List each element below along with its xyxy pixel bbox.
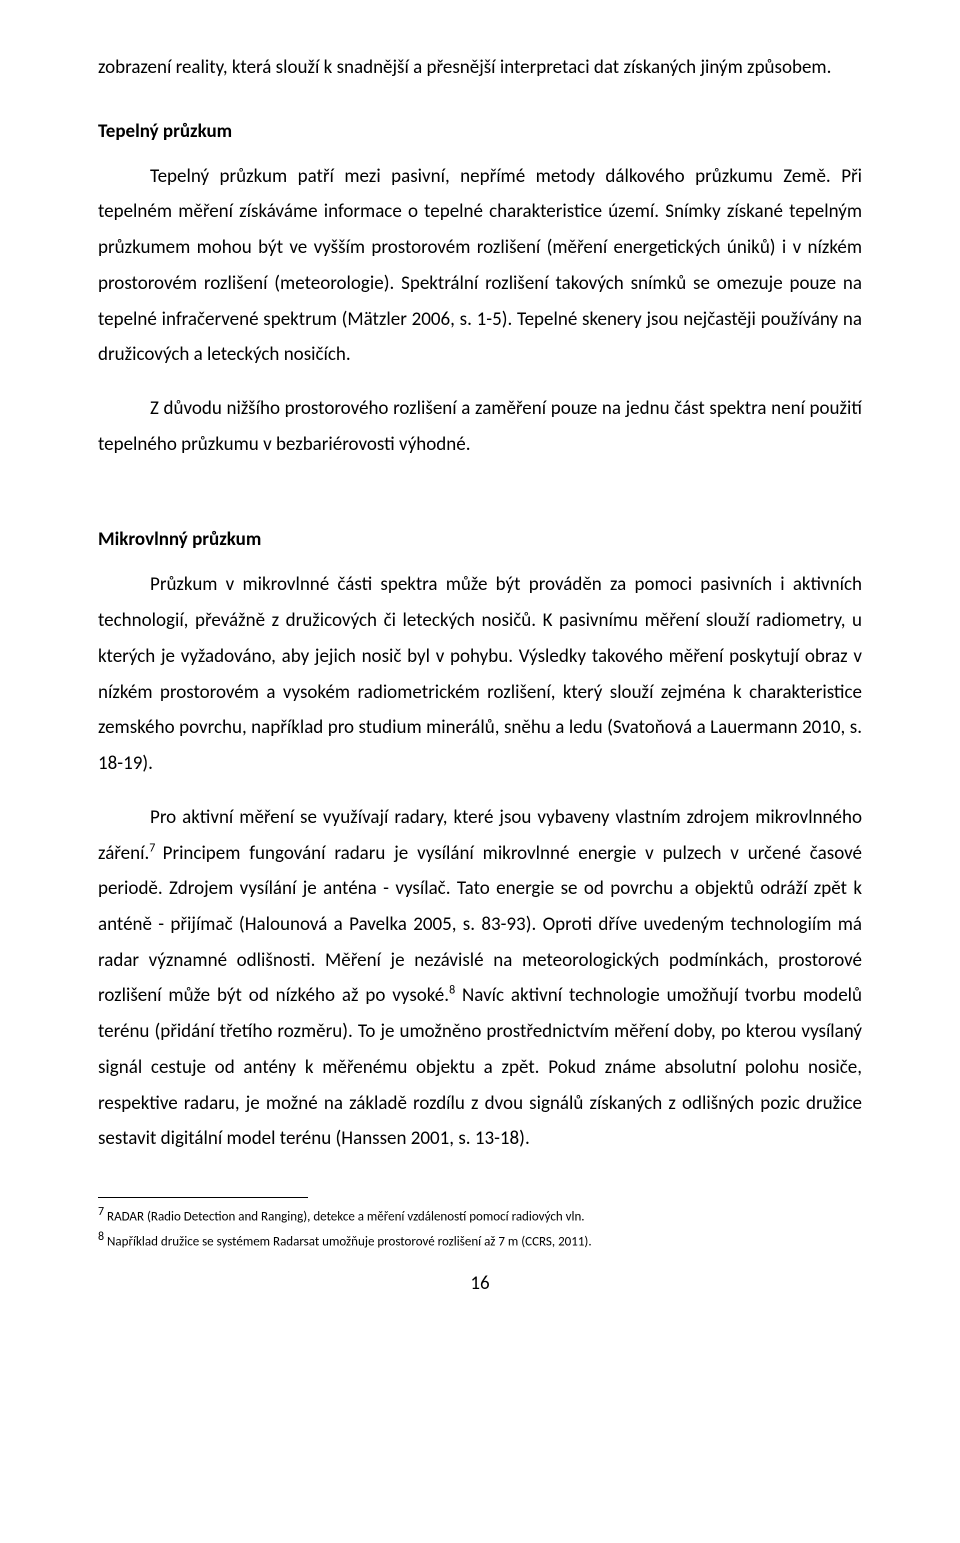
para5-segment-c: Navíc aktivní technologie umožňují tvorb… [98,984,862,1150]
page-number: 16 [98,1272,862,1295]
paragraph-mikro-2: Pro aktivní měření se využívají radary, … [98,800,862,1157]
paragraph-tepelny-2: Z důvodu nižšího prostorového rozlišení … [98,391,862,462]
heading-tepelny: Tepelný průzkum [98,120,862,143]
footnote-7: 7 RADAR (Radio Detection and Ranging), d… [98,1204,862,1227]
footnote-text-7: RADAR (Radio Detection and Ranging), det… [104,1209,584,1224]
footnote-separator [98,1197,308,1198]
paragraph-mikro-1: Průzkum v mikrovlnné části spektra může … [98,567,862,781]
document-page: zobrazení reality, která slouží k snadně… [0,0,960,1335]
paragraph-intro: zobrazení reality, která slouží k snadně… [98,50,862,86]
footnote-ref-7: 7 [149,841,162,855]
paragraph-tepelny-1: Tepelný průzkum patří mezi pasivní, nepř… [98,159,862,373]
footnote-text-8: Například družice se systémem Radarsat u… [104,1235,592,1250]
footnote-8: 8 Například družice se systémem Radarsat… [98,1229,862,1252]
heading-mikrovlnny: Mikrovlnný průzkum [98,528,862,551]
footnote-ref-8: 8 [449,984,455,998]
para5-segment-b: Principem fungování radaru je vysílání m… [98,842,862,1008]
